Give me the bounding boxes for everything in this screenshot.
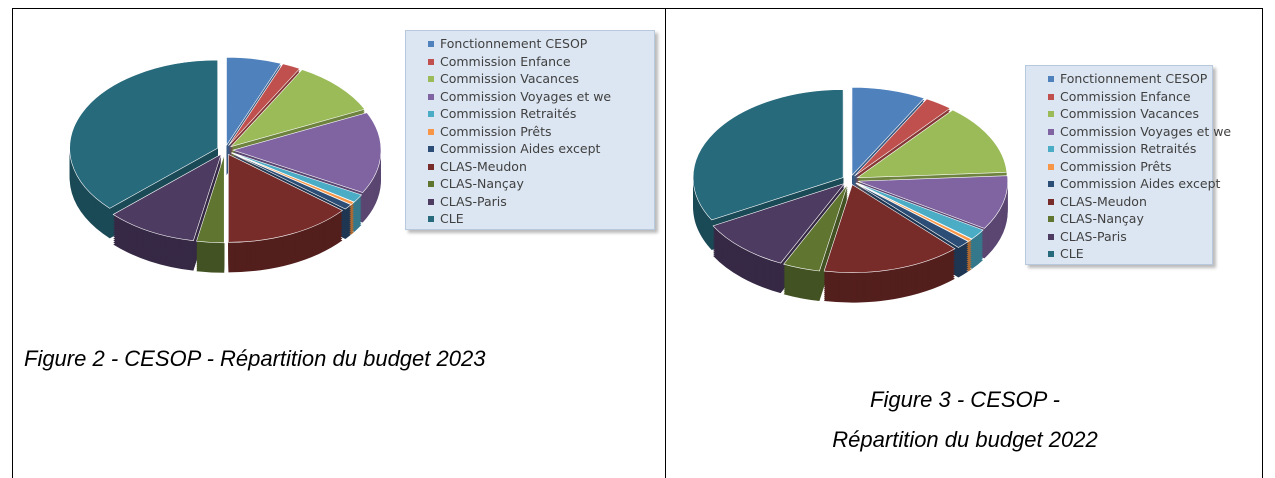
legend-label: Commission Voyages et we [440,88,612,104]
slice [228,153,344,243]
legend-label: Fonctionnement CESOP [1060,71,1208,86]
legend-swatch [428,58,434,65]
legend-swatch [428,216,434,222]
legend-entry: Commission Aides except [428,140,646,158]
legend-entry: Commission Vacances [428,70,646,88]
legend-label: Commission Vacances [440,71,580,86]
legend-label: Fonctionnement CESOP [440,36,588,51]
legend: Fonctionnement CESOP Commission Enfance Co… [405,30,655,230]
legend-entry: CLE [1048,245,1204,263]
legend-label: Commission Prêts [440,123,552,139]
slice [231,152,352,210]
legend-swatch [1048,251,1054,257]
slice [857,175,1009,229]
slice [854,98,951,177]
caption: Figure 2 - CESOP - Répartition du budget… [24,346,486,371]
legend-label: CLE [440,211,464,226]
slice [856,109,1008,179]
legend-swatch [1048,181,1054,187]
legend-entry: CLAS-Nançay [1048,210,1204,228]
legend-entry: Commission Retraités [1048,140,1204,158]
legend-entry: Commission Voyages et we [428,88,646,106]
slice [112,153,222,241]
legend-swatch [428,128,434,135]
slice [231,112,382,193]
legend-entry: CLAS-Meudon [428,158,646,176]
legend-entry: CLAS-Meudon [1048,193,1204,211]
legend-entry: Commission Prêts [1048,158,1204,176]
legend-swatch [1048,93,1054,100]
slice [712,182,846,264]
legend-entry: CLAS-Paris [428,193,646,211]
legend-entry: Commission Enfance [1048,88,1204,106]
slice [851,87,925,177]
legend-label: Commission Aides except [1060,176,1221,191]
legend-swatch [428,146,434,152]
legend-swatch [1048,111,1054,117]
slice [855,183,969,248]
legend-label: CLAS-Paris [1060,228,1127,244]
legend-label: Commission Retraités [1060,141,1197,156]
legend-entry: Commission Prêts [428,123,646,141]
legend-entry: Fonctionnement CESOP [1048,70,1208,88]
legend-swatch [428,198,434,205]
slice [229,69,366,148]
legend-entry: Commission Aides except [1048,175,1220,193]
legend-entry: CLAS-Paris [1048,228,1204,246]
legend-entry: Commission Vacances [1048,105,1204,123]
legend-swatch [1048,76,1054,82]
caption: Figure 3 - CESOP - Répartition du budget… [832,387,1098,452]
legend-entry: Fonctionnement CESOP [428,35,646,53]
slice [69,59,218,209]
legend-label: CLE [1060,246,1084,261]
legend-label: Commission Enfance [1060,88,1191,104]
legend-label: CLAS-Nançay [440,176,524,191]
legend-swatch [428,76,434,82]
legend-label: Commission Voyages et we [1060,123,1232,139]
legend-entry: Commission Voyages et we [1048,123,1231,141]
legend-swatch [1048,198,1054,205]
charts [69,56,1009,303]
legend: Fonctionnement CESOP Commission Enfance Co… [1025,65,1231,265]
legend-swatch [428,181,434,187]
legend-swatch [428,41,434,47]
page: Fonctionnement CESOP Commission Enfance Co… [12,8,1263,478]
legend-label: Commission Prêts [1060,158,1172,174]
legend-label: CLAS-Meudon [1060,193,1147,209]
slice [783,184,848,272]
slice [226,56,282,147]
legend-swatch [1048,233,1054,240]
legend-swatch [428,163,434,170]
legend-label: Commission Vacances [1060,106,1200,121]
legend-entry: Commission Enfance [428,53,646,71]
slice [692,89,844,221]
legend-label: Commission Aides except [440,141,601,156]
legend-label: CLAS-Paris [440,193,507,209]
legend-entry: Commission Retraités [428,105,646,123]
legend-label: CLAS-Nançay [1060,211,1144,226]
table-cell [665,8,1263,478]
legend-label: CLAS-Meudon [440,158,527,174]
legend-entry: CLAS-Nançay [428,175,646,193]
slice [196,154,225,244]
slice [823,184,956,273]
slice [231,152,363,203]
slice [856,182,984,240]
legend-swatch [428,93,434,100]
slice [855,182,973,242]
slice [228,63,301,146]
legend-swatch [428,111,434,117]
legend-label: Commission Retraités [440,106,577,121]
legend-swatch [1048,146,1054,152]
legend-swatch [1048,163,1054,170]
legend-entry: CLE [428,210,646,228]
legend-swatch [1048,128,1054,135]
legend-label: Commission Enfance [440,53,571,69]
legend-swatch [1048,216,1054,222]
